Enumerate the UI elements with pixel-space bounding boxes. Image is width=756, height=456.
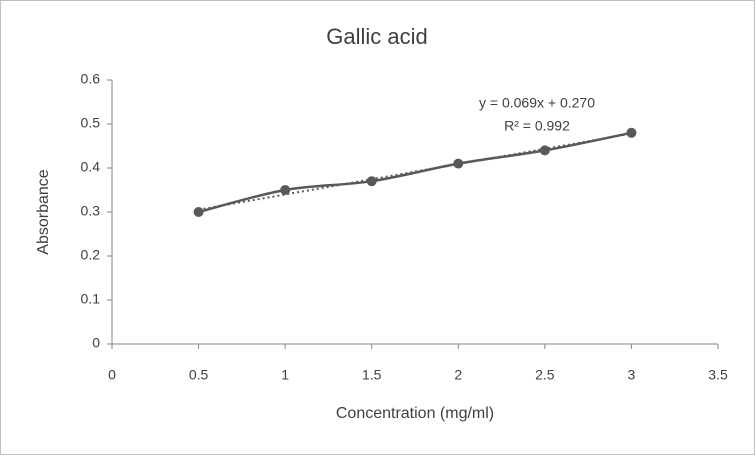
y-tick-label: 0 <box>92 335 100 351</box>
chart-title: Gallic acid <box>326 24 427 49</box>
y-tick-label: 0.5 <box>81 115 101 131</box>
y-tick-label: 0.1 <box>81 291 101 307</box>
data-point <box>626 127 637 138</box>
x-tick-label: 0 <box>108 367 116 383</box>
x-tick-label: 1.5 <box>362 367 382 383</box>
data-point <box>539 145 550 156</box>
x-tick-label: 2 <box>454 367 462 383</box>
data-point <box>453 158 464 169</box>
series-line <box>198 131 632 214</box>
trendline <box>198 132 632 211</box>
x-tick-label: 2.5 <box>535 367 555 383</box>
y-axis-title: Absorbance <box>35 169 52 254</box>
y-tick-label: 0.6 <box>81 71 101 87</box>
x-tick-label: 3.5 <box>708 367 728 383</box>
y-tick-label: 0.3 <box>81 203 101 219</box>
trend-r-squared: R² = 0.992 <box>504 118 570 134</box>
x-axis-title: Concentration (mg/ml) <box>336 405 494 422</box>
x-tick-label: 3 <box>628 367 636 383</box>
trend-equation: y = 0.069x + 0.270 <box>479 95 595 111</box>
y-tick-label: 0.4 <box>81 159 101 175</box>
data-point <box>193 207 204 217</box>
x-tick-label: 0.5 <box>189 367 209 383</box>
y-tick-label: 0.2 <box>81 247 101 263</box>
x-tick-label: 1 <box>281 367 289 383</box>
data-point <box>366 176 377 187</box>
data-point <box>280 185 291 195</box>
